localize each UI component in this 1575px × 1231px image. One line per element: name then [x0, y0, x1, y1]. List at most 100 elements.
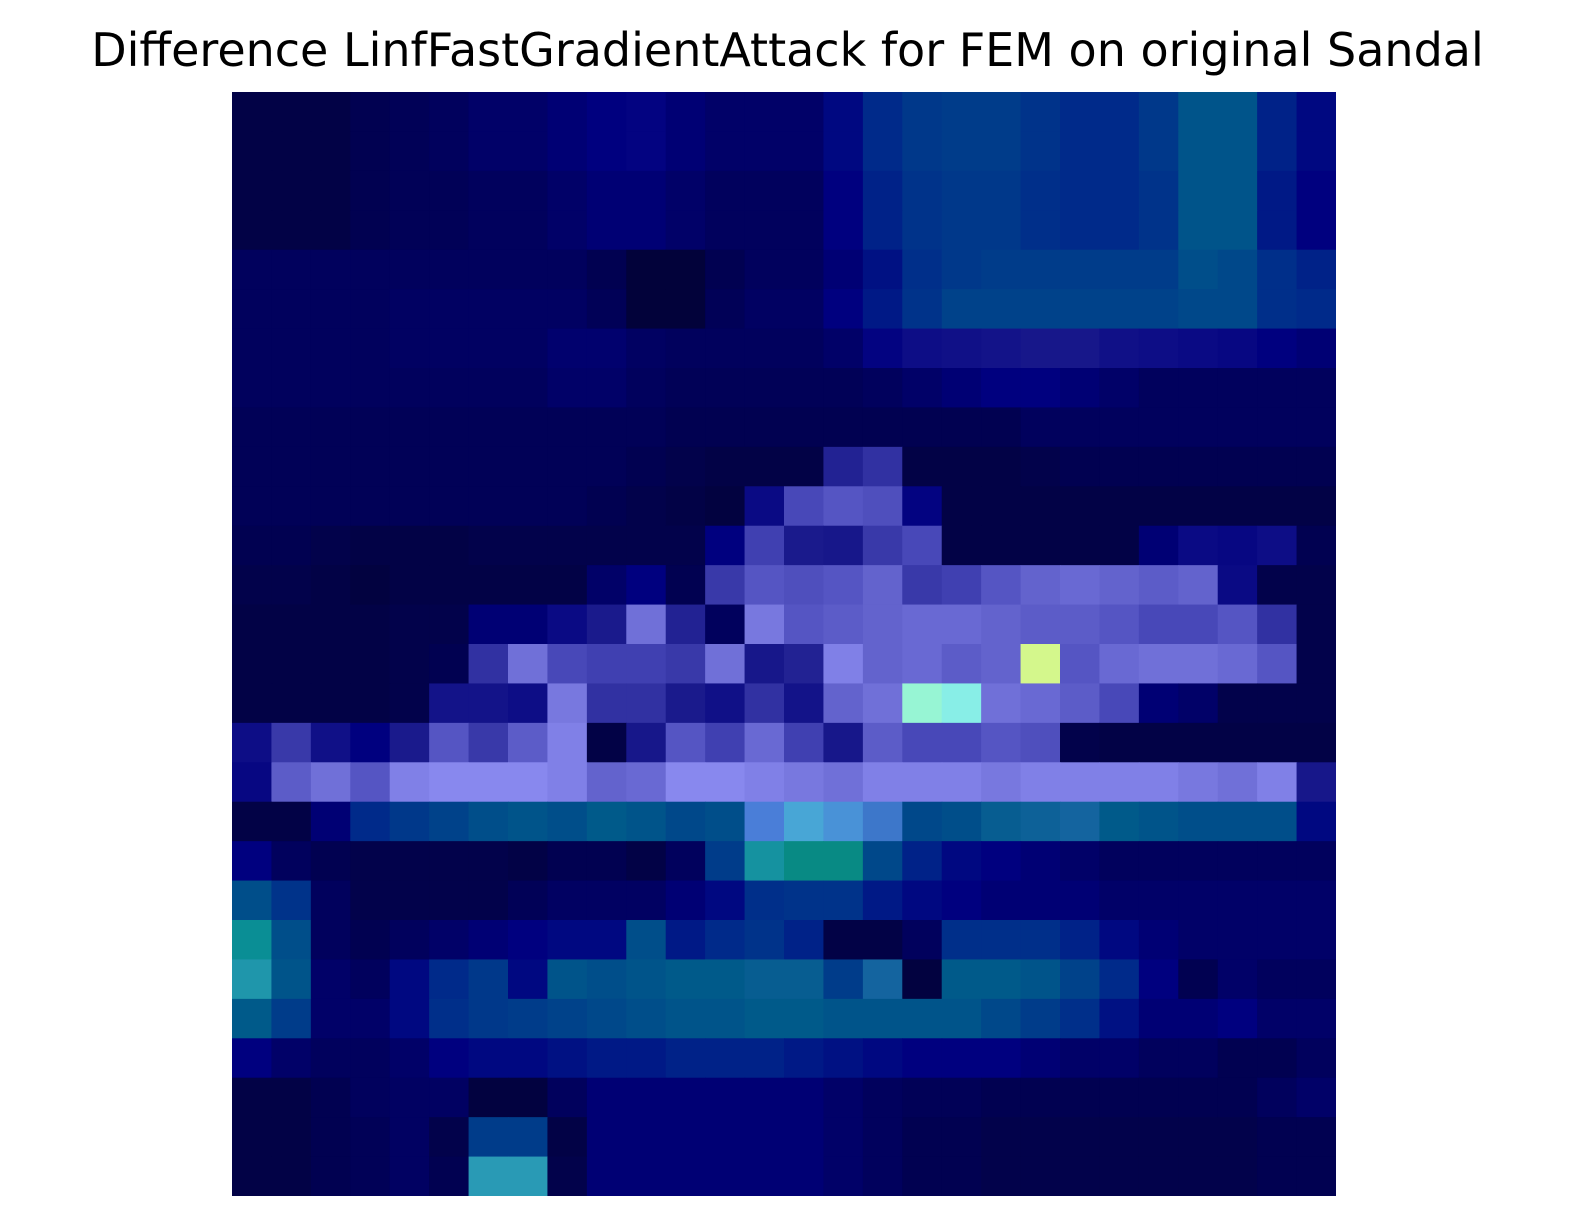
heatmap-cell-r22-c0	[232, 959, 273, 1000]
heatmap-cell-r4-c22	[1099, 249, 1140, 290]
heatmap-cell-r0-c20	[1020, 92, 1061, 133]
heatmap-cell-r25-c6	[468, 1077, 509, 1118]
heatmap-cell-r9-c12	[705, 446, 746, 487]
heatmap-cell-r19-c27	[1296, 841, 1336, 882]
heatmap-cell-r4-c19	[981, 249, 1022, 290]
heatmap-cell-r4-c17	[902, 249, 943, 290]
heatmap-cell-r24-c20	[1020, 1038, 1061, 1079]
heatmap-cell-r12-c20	[1020, 565, 1061, 606]
heatmap-cell-r17-c13	[744, 762, 785, 803]
heatmap-cell-r4-c20	[1020, 249, 1061, 290]
heatmap-cell-r14-c25	[1217, 644, 1258, 685]
heatmap-cell-r14-c18	[941, 644, 982, 685]
heatmap-cell-r23-c10	[626, 998, 667, 1039]
heatmap-cell-r18-c9	[586, 801, 627, 842]
heatmap-cell-r1-c23	[1138, 131, 1179, 172]
heatmap-cell-r3-c22	[1099, 210, 1140, 251]
heatmap-cell-r4-c27	[1296, 249, 1336, 290]
heatmap-cell-r1-c22	[1099, 131, 1140, 172]
heatmap-cell-r11-c15	[823, 525, 864, 566]
heatmap-cell-r12-c13	[744, 565, 785, 606]
heatmap-cell-r19-c15	[823, 841, 864, 882]
heatmap-cell-r22-c13	[744, 959, 785, 1000]
heatmap-cell-r24-c2	[310, 1038, 351, 1079]
heatmap-cell-r0-c23	[1138, 92, 1179, 133]
heatmap-cell-r17-c1	[271, 762, 312, 803]
heatmap-cell-r9-c8	[547, 446, 588, 487]
heatmap-cell-r15-c26	[1257, 683, 1298, 724]
heatmap-cell-r25-c15	[823, 1077, 864, 1118]
heatmap-cell-r7-c9	[586, 368, 627, 409]
heatmap-cell-r27-c20	[1020, 1156, 1061, 1196]
heatmap-cell-r26-c5	[429, 1117, 470, 1158]
heatmap-cell-r18-c19	[981, 801, 1022, 842]
heatmap-cell-r8-c16	[862, 407, 903, 448]
heatmap-cell-r23-c2	[310, 998, 351, 1039]
heatmap-cell-r20-c14	[784, 880, 825, 921]
heatmap-cell-r5-c5	[429, 289, 470, 330]
heatmap-cell-r12-c1	[271, 565, 312, 606]
heatmap-cell-r12-c25	[1217, 565, 1258, 606]
heatmap-cell-r10-c20	[1020, 486, 1061, 527]
heatmap-cell-r18-c7	[508, 801, 549, 842]
heatmap-cell-r2-c26	[1257, 170, 1298, 211]
heatmap-cell-r23-c9	[586, 998, 627, 1039]
heatmap-cell-r20-c16	[862, 880, 903, 921]
heatmap-cell-r27-c9	[586, 1156, 627, 1196]
heatmap-cell-r3-c5	[429, 210, 470, 251]
heatmap-cell-r23-c20	[1020, 998, 1061, 1039]
heatmap-cell-r2-c21	[1060, 170, 1101, 211]
heatmap-cell-r6-c14	[784, 328, 825, 369]
heatmap-cell-r0-c22	[1099, 92, 1140, 133]
heatmap-cell-r14-c21	[1060, 644, 1101, 685]
heatmap-plot-area	[232, 92, 1336, 1196]
heatmap-cell-r0-c27	[1296, 92, 1336, 133]
heatmap-cell-r10-c14	[784, 486, 825, 527]
heatmap-cell-r6-c13	[744, 328, 785, 369]
heatmap-cell-r3-c1	[271, 210, 312, 251]
heatmap-cell-r2-c17	[902, 170, 943, 211]
heatmap-cell-r8-c10	[626, 407, 667, 448]
heatmap-cell-r20-c20	[1020, 880, 1061, 921]
heatmap-cell-r12-c5	[429, 565, 470, 606]
heatmap-cell-r26-c13	[744, 1117, 785, 1158]
heatmap-cell-r16-c2	[310, 722, 351, 763]
heatmap-cell-r11-c0	[232, 525, 273, 566]
heatmap-cell-r9-c26	[1257, 446, 1298, 487]
heatmap-cell-r6-c26	[1257, 328, 1298, 369]
heatmap-cell-r11-c5	[429, 525, 470, 566]
heatmap-cell-r4-c12	[705, 249, 746, 290]
heatmap-cell-r12-c23	[1138, 565, 1179, 606]
heatmap-cell-r25-c5	[429, 1077, 470, 1118]
heatmap-cell-r24-c13	[744, 1038, 785, 1079]
heatmap-cell-r16-c9	[586, 722, 627, 763]
heatmap-cell-r18-c24	[1178, 801, 1219, 842]
heatmap-cell-r17-c7	[508, 762, 549, 803]
heatmap-cell-r21-c14	[784, 920, 825, 961]
heatmap-cell-r12-c6	[468, 565, 509, 606]
heatmap-cell-r27-c7	[508, 1156, 549, 1196]
heatmap-cell-r23-c25	[1217, 998, 1258, 1039]
heatmap-cell-r26-c0	[232, 1117, 273, 1158]
heatmap-cell-r21-c17	[902, 920, 943, 961]
heatmap-cell-r18-c11	[665, 801, 706, 842]
heatmap-cell-r16-c15	[823, 722, 864, 763]
heatmap-cell-r10-c3	[350, 486, 391, 527]
heatmap-cell-r17-c20	[1020, 762, 1061, 803]
heatmap-cell-r23-c17	[902, 998, 943, 1039]
heatmap-cell-r24-c0	[232, 1038, 273, 1079]
heatmap-cell-r27-c17	[902, 1156, 943, 1196]
heatmap-cell-r13-c18	[941, 604, 982, 645]
heatmap-cell-r4-c9	[586, 249, 627, 290]
heatmap-cell-r19-c7	[508, 841, 549, 882]
heatmap-cell-r4-c2	[310, 249, 351, 290]
heatmap-cell-r18-c25	[1217, 801, 1258, 842]
heatmap-cell-r14-c13	[744, 644, 785, 685]
heatmap-cell-r0-c2	[310, 92, 351, 133]
heatmap-cell-r2-c19	[981, 170, 1022, 211]
heatmap-cell-r18-c16	[862, 801, 903, 842]
heatmap-cell-r5-c25	[1217, 289, 1258, 330]
heatmap-cell-r18-c3	[350, 801, 391, 842]
heatmap-cell-r12-c19	[981, 565, 1022, 606]
heatmap-cell-r8-c19	[981, 407, 1022, 448]
